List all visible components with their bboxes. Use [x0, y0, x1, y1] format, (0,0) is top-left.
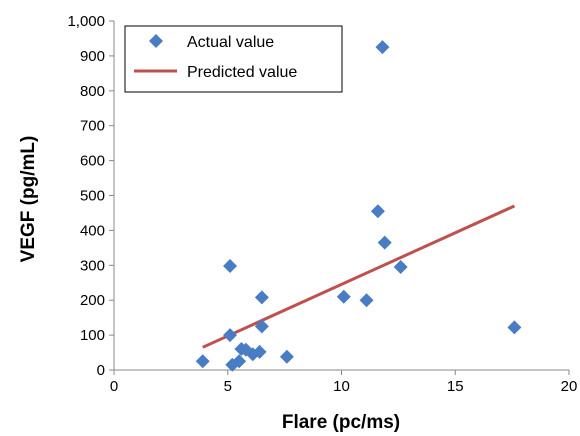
- x-axis-title: Flare (pc/ms): [282, 412, 400, 433]
- data-point-actual-value: [359, 293, 374, 308]
- x-tick-label: 5: [224, 378, 232, 395]
- data-point-actual-value: [232, 354, 247, 369]
- x-tick-label: 20: [561, 378, 578, 395]
- data-point-actual-value: [252, 344, 267, 359]
- y-tick-label: 900: [80, 48, 105, 65]
- legend-box: [124, 25, 343, 93]
- y-axis-title: VEGF (pg/mL): [18, 136, 39, 263]
- legend-label-actual-value: Actual value: [187, 34, 274, 51]
- legend: Actual value Predicted value: [124, 25, 343, 93]
- x-tick-label: 10: [333, 378, 350, 395]
- y-tick-label: 700: [80, 118, 105, 135]
- data-point-actual-value: [377, 235, 392, 250]
- y-tick-label: 300: [80, 257, 105, 274]
- y-tick-label: 100: [80, 327, 105, 344]
- series-line-predicted-value: [202, 204, 516, 349]
- data-point-actual-value: [254, 290, 269, 305]
- x-ticks: 0 5 10 15 20: [110, 370, 578, 395]
- data-point-actual-value: [279, 349, 294, 364]
- x-tick-label: 15: [447, 378, 464, 395]
- y-tick-label: 600: [80, 153, 105, 170]
- legend-marker-actual-value: [149, 34, 163, 48]
- y-tick-label: 400: [80, 222, 105, 239]
- data-point-actual-value: [375, 40, 390, 55]
- y-tick-label: 1,000: [67, 13, 105, 30]
- data-point-actual-value: [507, 320, 522, 335]
- data-point-actual-value: [223, 258, 238, 273]
- data-point-actual-value: [195, 354, 210, 369]
- y-tick-label: 0: [97, 362, 105, 379]
- data-point-actual-value: [254, 319, 269, 334]
- y-ticks: 0 100 200 300 400 500 600 700 800 900 1,000: [67, 13, 114, 379]
- plot-marks: [195, 40, 522, 372]
- data-point-actual-value: [370, 204, 385, 219]
- data-point-actual-value: [393, 260, 408, 275]
- y-tick-label: 500: [80, 188, 105, 205]
- data-point-actual-value: [336, 289, 351, 304]
- y-tick-label: 800: [80, 83, 105, 100]
- legend-label-predicted-value: Predicted value: [187, 64, 297, 81]
- x-tick-label: 0: [110, 378, 118, 395]
- data-point-actual-value: [223, 328, 238, 343]
- y-tick-label: 200: [80, 292, 105, 309]
